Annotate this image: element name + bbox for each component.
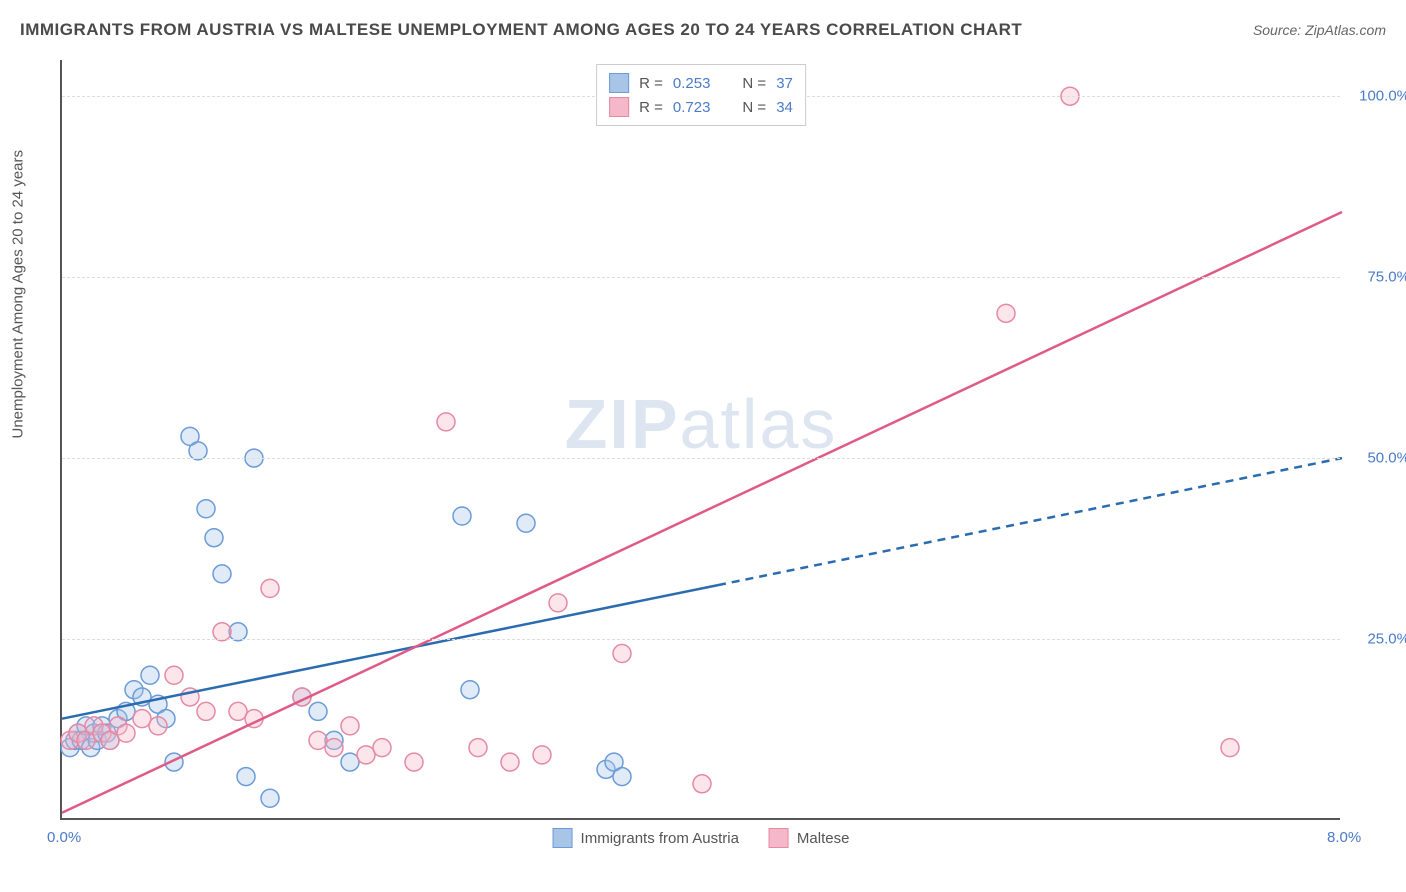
data-point (501, 753, 519, 771)
legend-row-maltese: R = 0.723 N = 34 (609, 95, 793, 119)
x-tick-label: 8.0% (1327, 829, 1361, 846)
data-point (325, 739, 343, 757)
data-point (533, 746, 551, 764)
regression-line-dashed (718, 458, 1342, 585)
chart-title: IMMIGRANTS FROM AUSTRIA VS MALTESE UNEMP… (20, 20, 1022, 40)
gridline (62, 277, 1340, 278)
swatch-austria (609, 73, 629, 93)
plot-area: ZIPatlas R = 0.253 N = 37 R = 0.723 N = … (60, 60, 1340, 820)
swatch-maltese-icon (769, 828, 789, 848)
data-point (149, 717, 167, 735)
data-point (1221, 739, 1239, 757)
n-value-austria: 37 (776, 75, 793, 92)
r-value-austria: 0.253 (673, 75, 711, 92)
n-value-maltese: 34 (776, 99, 793, 116)
data-point (613, 645, 631, 663)
data-point (437, 413, 455, 431)
legend-label-maltese: Maltese (797, 830, 850, 847)
r-value-maltese: 0.723 (673, 99, 711, 116)
r-label: R = (639, 99, 663, 116)
data-point (261, 579, 279, 597)
data-point (517, 514, 535, 532)
data-point (461, 681, 479, 699)
legend-label-austria: Immigrants from Austria (581, 830, 739, 847)
data-point (213, 565, 231, 583)
data-point (549, 594, 567, 612)
source-attribution: Source: ZipAtlas.com (1253, 22, 1386, 38)
y-tick-label: 50.0% (1367, 450, 1406, 467)
data-point (197, 702, 215, 720)
gridline (62, 639, 1340, 640)
legend-series: Immigrants from Austria Maltese (553, 828, 850, 848)
source-value: ZipAtlas.com (1305, 22, 1386, 38)
data-point (405, 753, 423, 771)
data-point (237, 768, 255, 786)
regression-line (62, 212, 1342, 813)
data-point (997, 304, 1015, 322)
scatter-svg (62, 60, 1340, 818)
n-label: N = (742, 99, 766, 116)
n-label: N = (742, 75, 766, 92)
data-point (469, 739, 487, 757)
gridline (62, 458, 1340, 459)
data-point (453, 507, 471, 525)
source-label: Source: (1253, 22, 1301, 38)
legend-item-maltese: Maltese (769, 828, 850, 848)
data-point (309, 702, 327, 720)
y-tick-label: 75.0% (1367, 269, 1406, 286)
data-point (117, 724, 135, 742)
swatch-maltese (609, 97, 629, 117)
data-point (261, 789, 279, 807)
r-label: R = (639, 75, 663, 92)
y-axis-label: Unemployment Among Ages 20 to 24 years (10, 150, 27, 439)
legend-item-austria: Immigrants from Austria (553, 828, 739, 848)
title-bar: IMMIGRANTS FROM AUSTRIA VS MALTESE UNEMP… (20, 20, 1386, 40)
data-point (205, 529, 223, 547)
data-point (341, 717, 359, 735)
data-point (197, 500, 215, 518)
swatch-austria-icon (553, 828, 573, 848)
data-point (373, 739, 391, 757)
x-tick-label: 0.0% (47, 829, 81, 846)
y-tick-label: 100.0% (1359, 88, 1406, 105)
data-point (165, 666, 183, 684)
data-point (141, 666, 159, 684)
data-point (613, 768, 631, 786)
y-tick-label: 25.0% (1367, 631, 1406, 648)
legend-correlation: R = 0.253 N = 37 R = 0.723 N = 34 (596, 64, 806, 126)
data-point (693, 775, 711, 793)
legend-row-austria: R = 0.253 N = 37 (609, 71, 793, 95)
